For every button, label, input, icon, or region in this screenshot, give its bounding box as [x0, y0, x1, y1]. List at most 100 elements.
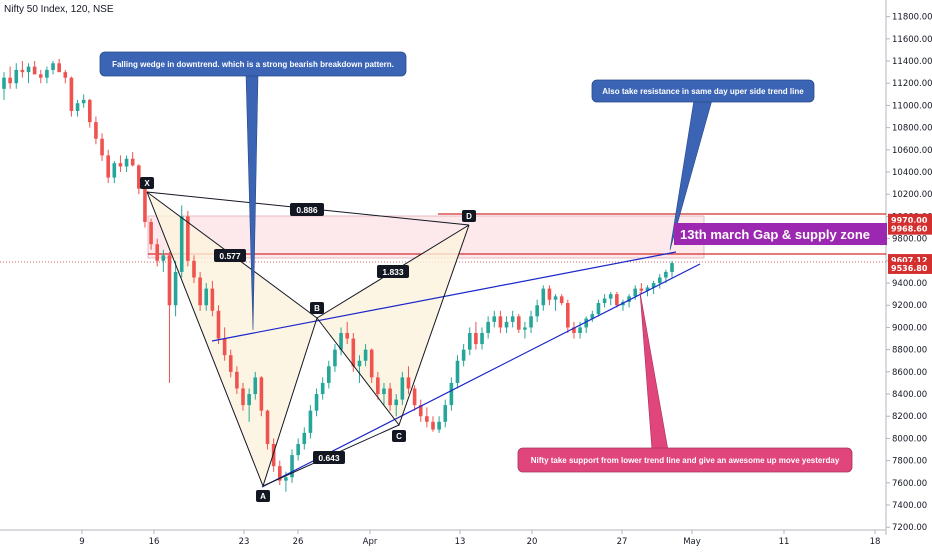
x-tick-label: 18 — [870, 537, 881, 547]
candle-body — [651, 283, 656, 288]
candle-body — [265, 410, 270, 444]
candle-body — [608, 294, 613, 299]
zone-label: 13th march Gap & supply zone — [674, 223, 887, 245]
y-tick-label: 7600.00 — [892, 479, 927, 489]
x-tick-label: 26 — [293, 537, 304, 547]
candle-body — [572, 327, 576, 333]
candle-body — [63, 72, 68, 78]
y-tick-label: 10200.00 — [892, 190, 932, 200]
candle-body — [425, 416, 429, 422]
wedge-callout[interactable]: Falling wedge in downtrend. which is a s… — [99, 51, 407, 331]
pattern-triangle-bcd — [317, 225, 469, 425]
candle-body — [161, 255, 166, 261]
point-c-label: C — [392, 430, 406, 442]
candle-body — [535, 305, 539, 317]
candle-body — [198, 277, 202, 306]
support-callout[interactable]: Nifty take support from lower trend line… — [517, 291, 853, 473]
y-tick-label: 7400.00 — [892, 501, 927, 511]
candle-body — [510, 316, 515, 322]
candle-body — [578, 327, 582, 333]
candle-body — [112, 163, 117, 178]
y-tick-label: 10800.00 — [892, 124, 932, 134]
candle-body — [167, 255, 172, 306]
candle-body — [143, 188, 147, 222]
candle-body — [290, 455, 294, 478]
candle-body — [437, 421, 441, 430]
candle-body — [670, 263, 674, 272]
ratio-xb: 0.577 — [214, 249, 246, 262]
ratio-xd: 0.886 — [290, 203, 324, 216]
candle-body — [253, 377, 258, 395]
candle-body — [657, 277, 662, 284]
y-tick-label: 8800.00 — [892, 346, 927, 356]
candle-body — [137, 165, 141, 189]
candle-body — [400, 377, 405, 400]
svg-text:1.833: 1.833 — [382, 267, 404, 277]
resistance-callout[interactable]: Also take resistance in same day uper si… — [591, 79, 815, 251]
candle-body — [615, 294, 619, 306]
candle-body — [235, 371, 239, 389]
candle-body — [382, 388, 386, 395]
x-tick-label: 20 — [527, 537, 538, 547]
wedge-note: Falling wedge in downtrend. which is a s… — [112, 60, 394, 69]
candle-body — [516, 316, 521, 330]
candle-body — [553, 296, 558, 300]
candle-body — [627, 296, 631, 302]
candle-body — [504, 321, 509, 328]
x-tick-label: 27 — [617, 537, 628, 547]
candle-body — [81, 99, 86, 104]
candle-body — [363, 349, 368, 361]
y-tick-label: 7800.00 — [892, 457, 927, 467]
x-tick-label: 23 — [239, 537, 250, 547]
candle-body — [8, 77, 12, 84]
point-b-label: B — [310, 302, 324, 314]
candle-body — [173, 271, 178, 306]
price-label: 9968.60 — [888, 222, 932, 235]
candle-body — [461, 349, 466, 361]
x-tick-label: 13 — [455, 537, 466, 547]
candle-body — [57, 63, 61, 73]
y-tick-label: 9800.00 — [892, 235, 927, 245]
candle-body — [106, 155, 110, 178]
candle-body — [271, 443, 276, 467]
candle-body — [228, 355, 233, 372]
candle-body — [210, 288, 215, 311]
candle-body — [376, 377, 380, 395]
point-x-label: X — [140, 177, 154, 189]
x-tick-label: 11 — [779, 537, 790, 547]
pattern-triangle-xab — [147, 192, 317, 486]
ratio-ac: 0.643 — [313, 451, 345, 464]
x-tick-label: May — [683, 537, 701, 547]
y-tick-label: 11400.00 — [892, 57, 932, 67]
candle-body — [333, 349, 337, 367]
candle-body — [51, 63, 55, 70]
candle-body — [339, 332, 343, 350]
price-label-text: 9536.80 — [891, 264, 928, 273]
candle-body — [418, 405, 423, 417]
candle-body — [566, 303, 570, 328]
candle-body — [645, 287, 650, 291]
svg-text:B: B — [314, 304, 320, 313]
price-label: 9536.80 — [888, 261, 932, 274]
svg-text:C: C — [396, 432, 402, 441]
candle-body — [179, 216, 184, 272]
y-tick-label: 10600.00 — [892, 146, 932, 156]
candle-body — [130, 158, 135, 166]
candle-body — [277, 466, 282, 481]
svg-text:0.577: 0.577 — [219, 251, 241, 261]
y-tick-label: 11000.00 — [892, 101, 932, 111]
candle-body — [547, 288, 552, 300]
svg-text:13th march Gap & supply zone: 13th march Gap & supply zone — [680, 227, 870, 242]
candle-body — [602, 298, 607, 304]
candle-body — [284, 477, 288, 481]
candles — [2, 58, 674, 492]
candle-body — [118, 163, 123, 167]
price-label-text: 9968.60 — [891, 225, 928, 234]
candle-body — [100, 138, 104, 156]
candle-body — [247, 394, 251, 406]
candle-body — [320, 382, 325, 395]
candle-body — [529, 316, 533, 328]
x-tick-label: Apr — [363, 537, 378, 547]
